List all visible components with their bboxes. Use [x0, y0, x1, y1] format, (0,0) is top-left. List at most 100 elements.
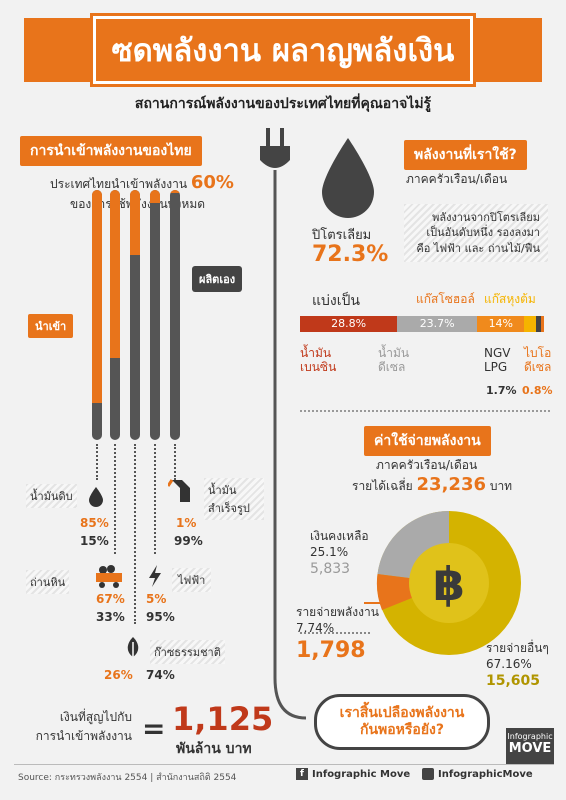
source-label-electricity: ไฟฟ้า: [172, 568, 212, 592]
usage-note: พลังงานจากปิโตรเลียม เป็นอันดับหนึ่ง รอง…: [404, 204, 548, 263]
title-banner: ซดพลังงาน ผลาญพลังเงิน: [24, 16, 542, 84]
coal-self-value: 33%: [96, 610, 125, 624]
cost-sub: ภาคครัวเรือน/เดือน: [376, 458, 478, 472]
income-value: 23,236: [416, 474, 486, 495]
import-bar-fill-4: [170, 190, 180, 193]
import-bar-leader-2: [134, 444, 136, 624]
lpg-gas-label: แก๊สหุงต้ม: [484, 292, 536, 306]
gas-self-value: 74%: [146, 668, 175, 682]
split-segment-0: 28.8%: [300, 316, 398, 332]
split-segment-3: [524, 316, 536, 332]
plug-prong-right: [280, 128, 284, 146]
coal-import-value: 67%: [96, 592, 125, 606]
usage-sub: ภาคครัวเรือน/เดือน: [406, 172, 508, 186]
energy-pointer: [364, 602, 394, 604]
import-bar-fill-0: [92, 190, 102, 403]
split-segment-2: 14%: [477, 316, 525, 332]
other-block: รายจ่ายอื่นๆ 67.16% 15,605: [486, 640, 549, 691]
footer-source: Source: กระทรวงพลังงาน 2554 | สำนักงานสถ…: [18, 773, 237, 783]
bio-value: 0.8%: [522, 384, 553, 397]
bio-label: ไบโอดีเซล: [524, 346, 552, 375]
coin-center: [409, 543, 489, 623]
oil-drop-icon: [318, 136, 378, 224]
petroleum-label: ปิโตรเลียม: [312, 228, 372, 243]
import-bar-3: [150, 190, 160, 440]
remaining-pct: 25.1%: [310, 545, 349, 560]
twitter-icon: [422, 768, 434, 780]
section-divider: [300, 410, 550, 412]
gasohol-label: แก๊สโซฮอล์: [416, 292, 475, 306]
coal-cart-icon: [94, 564, 124, 592]
refined-self-value: 99%: [174, 534, 203, 548]
plug-cord-graphic: [260, 128, 307, 720]
benzene-label: น้ำมันเบนซิน: [300, 346, 337, 375]
split-segment-4: [535, 316, 542, 332]
produce-label: ผลิตเอง: [192, 266, 243, 292]
import-bar-1: [110, 190, 120, 440]
other-value: 15,605: [486, 673, 541, 690]
income-unit: บาท: [489, 479, 513, 493]
import-bar-leader-3: [154, 444, 156, 554]
source-label-gas: ก๊าซธรรมชาติ: [150, 640, 225, 664]
baht-icon: ฿: [433, 557, 465, 611]
cost-donut-chart: ฿: [376, 510, 521, 655]
plug-prong-left: [266, 128, 270, 146]
imports-percent: 60%: [190, 172, 234, 193]
remaining-block: เงินคงเหลือ 25.1% 5,833: [310, 528, 369, 579]
footer-rule: [14, 764, 554, 765]
diesel-label: น้ำมันดีเซล: [378, 346, 410, 375]
brand-logo-line1: Infographic: [507, 732, 553, 741]
energy-label: รายจ่ายพลังงาน: [296, 605, 379, 619]
income-label: รายได้เฉลี่ย: [352, 479, 413, 493]
leaf-icon: [124, 636, 142, 662]
source-label-refined: น้ำมันสำเร็จรูป: [204, 478, 264, 520]
split-label: แบ่งเป็น: [312, 293, 360, 309]
crude-import-value: 85%: [80, 516, 109, 530]
source-label-crude: น้ำมันดิบ: [26, 484, 77, 508]
loss-unit: พันล้าน บาท: [176, 741, 252, 757]
electricity-import-value: 5%: [146, 592, 167, 606]
question-bubble: เราสิ้นเปลืองพลังงาน กันพอหรือยัง?: [314, 694, 490, 750]
import-bar-2: [130, 190, 140, 440]
twitter-text: InfographicMove: [438, 768, 533, 780]
income-row: รายได้เฉลี่ย 23,236 บาท: [352, 474, 512, 496]
import-bar-fill-2: [130, 190, 140, 255]
energy-value: 1,798: [296, 638, 366, 664]
refined-import-value: 1%: [176, 516, 197, 530]
import-bar-4: [170, 190, 180, 440]
imports-tag: การนำเข้าพลังงานของไทย: [20, 136, 202, 166]
cord-line: [273, 170, 307, 720]
gas-import-value: 26%: [104, 668, 133, 682]
page-title: ซดพลังงาน ผลาญพลังเงิน: [92, 16, 474, 84]
other-label: รายจ่ายอื่นๆ: [486, 641, 549, 655]
ngv-value: 1.7%: [486, 384, 517, 397]
fuel-nozzle-icon: [166, 476, 198, 510]
facebook-handle[interactable]: f Infographic Move: [296, 768, 410, 780]
imports-line1: ประเทศไทยนำเข้าพลังงาน 60%: [50, 172, 234, 194]
remaining-label: เงินคงเหลือ: [310, 529, 369, 543]
electricity-self-value: 95%: [146, 610, 175, 624]
energy-leader: [300, 632, 370, 634]
import-bar-leader-0: [96, 444, 98, 480]
energy-block: รายจ่ายพลังงาน 7.74% 1,798: [296, 604, 379, 666]
loss-label: เงินที่สูญไปกับ การนำเข้าพลังงาน: [22, 708, 132, 746]
import-bar-fill-3: [150, 190, 160, 203]
plug-head: [260, 146, 290, 168]
facebook-icon: f: [296, 768, 308, 780]
energy-pct: 7.74%: [296, 621, 335, 636]
crude-self-value: 15%: [80, 534, 109, 548]
import-bar-leader-1: [114, 444, 116, 554]
import-bar-fill-1: [110, 190, 120, 358]
equals-sign: =: [142, 712, 166, 745]
import-label: นำเข้า: [28, 314, 74, 338]
loss-value: 1,125: [172, 700, 274, 738]
import-bar-0: [92, 190, 102, 440]
source-label-coal: ถ่านหิน: [26, 570, 70, 594]
loss-label-line1: เงินที่สูญไปกับ: [59, 710, 132, 724]
ngv-label: NGV LPG: [484, 346, 511, 375]
page-subtitle: สถานการณ์พลังงานของประเทศไทยที่คุณอาจไม่…: [134, 96, 432, 112]
twitter-handle[interactable]: InfographicMove: [422, 768, 533, 780]
split-segment-5: [541, 316, 544, 332]
facebook-text: Infographic Move: [312, 768, 411, 780]
remaining-value: 5,833: [310, 561, 351, 578]
